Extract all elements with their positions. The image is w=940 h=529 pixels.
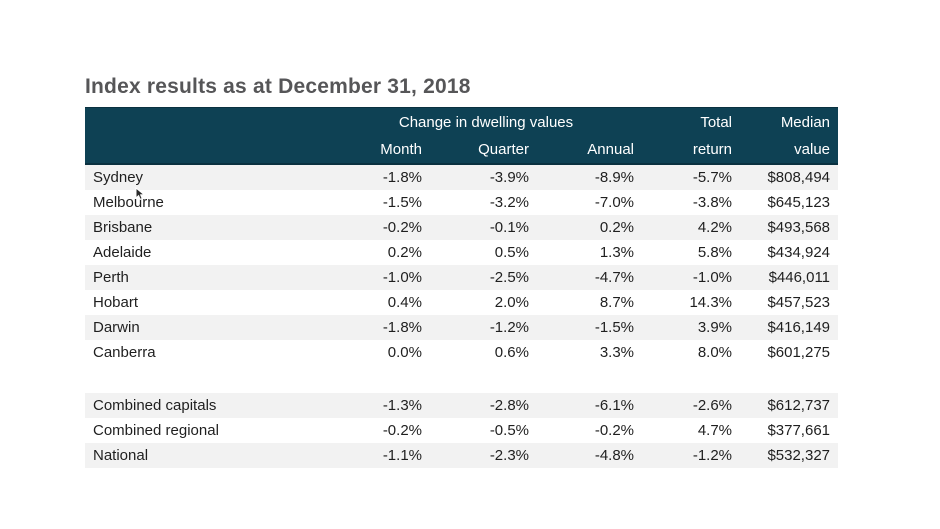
- cell-region: Combined capitals: [85, 393, 330, 418]
- cell-value: -1.2%: [642, 443, 741, 468]
- cell-value: 0.6%: [430, 340, 537, 365]
- cell-value: -2.3%: [430, 443, 537, 468]
- cell-value: $808,494: [740, 164, 839, 190]
- cell-value: -1.8%: [330, 164, 430, 190]
- cell-value: -0.2%: [537, 418, 643, 443]
- header-total-line1: Total: [642, 107, 741, 136]
- cell-value: $377,661: [740, 418, 839, 443]
- table-row: Melbourne -1.5% -3.2% -7.0% -3.8% $645,123: [85, 190, 839, 215]
- cell-value: 1.3%: [537, 240, 643, 265]
- cell-value: $493,568: [740, 215, 839, 240]
- cell-value: -4.8%: [537, 443, 643, 468]
- cell-value: -1.0%: [330, 265, 430, 290]
- cell-value: -7.0%: [537, 190, 643, 215]
- cell-region: Darwin: [85, 315, 330, 340]
- header-total-line2: return: [642, 136, 741, 165]
- table-row: Hobart 0.4% 2.0% 8.7% 14.3% $457,523: [85, 290, 839, 315]
- header-change-group: Change in dwelling values: [330, 107, 643, 136]
- cell-value: -6.1%: [537, 393, 643, 418]
- cell-value: 4.2%: [642, 215, 741, 240]
- cell-value: -1.3%: [330, 393, 430, 418]
- cell-value: 0.0%: [330, 340, 430, 365]
- cell-value: -2.5%: [430, 265, 537, 290]
- cell-value: 5.8%: [642, 240, 741, 265]
- table-row: Darwin -1.8% -1.2% -1.5% 3.9% $416,149: [85, 315, 839, 340]
- header-row-columns: Month Quarter Annual return value: [85, 136, 839, 165]
- cell-value: -1.5%: [330, 190, 430, 215]
- cell-region: Adelaide: [85, 240, 330, 265]
- cell-value: $645,123: [740, 190, 839, 215]
- cell-value: -0.1%: [430, 215, 537, 240]
- cell-value: 2.0%: [430, 290, 537, 315]
- cell-region: Melbourne: [85, 190, 330, 215]
- cell-value: 4.7%: [642, 418, 741, 443]
- cell-value: 3.9%: [642, 315, 741, 340]
- cell-value: -1.5%: [537, 315, 643, 340]
- index-results-table: Change in dwelling values Total Median M…: [85, 107, 839, 468]
- cell-value: -2.6%: [642, 393, 741, 418]
- cell-value: 8.7%: [537, 290, 643, 315]
- cell-region: Perth: [85, 265, 330, 290]
- cell-value: -3.8%: [642, 190, 741, 215]
- cell-value: 0.2%: [537, 215, 643, 240]
- cell-value: -8.9%: [537, 164, 643, 190]
- cell-region: Combined regional: [85, 418, 330, 443]
- cell-value: 14.3%: [642, 290, 741, 315]
- table-body: Sydney -1.8% -3.9% -8.9% -5.7% $808,494 Melbou…: [85, 164, 839, 468]
- spacer-cell: [85, 365, 839, 393]
- cell-value: $612,737: [740, 393, 839, 418]
- header-median-line1: Median: [740, 107, 839, 136]
- table-row: Canberra 0.0% 0.6% 3.3% 8.0% $601,275: [85, 340, 839, 365]
- header-blank-cell: [85, 136, 330, 165]
- cell-value: 0.2%: [330, 240, 430, 265]
- cell-value: -4.7%: [537, 265, 643, 290]
- header-annual: Annual: [537, 136, 643, 165]
- cell-value: -3.9%: [430, 164, 537, 190]
- table-row: Perth -1.0% -2.5% -4.7% -1.0% $446,011: [85, 265, 839, 290]
- cell-value: -1.0%: [642, 265, 741, 290]
- cell-value: -0.5%: [430, 418, 537, 443]
- page-title: Index results as at December 31, 2018: [85, 75, 471, 98]
- cell-value: $416,149: [740, 315, 839, 340]
- cell-value: -0.2%: [330, 215, 430, 240]
- header-month: Month: [330, 136, 430, 165]
- cell-value: -5.7%: [642, 164, 741, 190]
- table-header: Change in dwelling values Total Median M…: [85, 107, 839, 165]
- table-row: Adelaide 0.2% 0.5% 1.3% 5.8% $434,924: [85, 240, 839, 265]
- cell-region: Canberra: [85, 340, 330, 365]
- cell-value: -3.2%: [430, 190, 537, 215]
- cell-value: $532,327: [740, 443, 839, 468]
- cell-value: -2.8%: [430, 393, 537, 418]
- cell-value: -0.2%: [330, 418, 430, 443]
- cell-value: 8.0%: [642, 340, 741, 365]
- cell-region: Hobart: [85, 290, 330, 315]
- cell-value: 0.4%: [330, 290, 430, 315]
- cell-value: $446,011: [740, 265, 839, 290]
- header-quarter: Quarter: [430, 136, 537, 165]
- cell-value: 3.3%: [537, 340, 643, 365]
- cell-value: $434,924: [740, 240, 839, 265]
- cell-region: National: [85, 443, 330, 468]
- spacer-row: [85, 365, 839, 393]
- header-row-group: Change in dwelling values Total Median: [85, 107, 839, 136]
- table-row: Sydney -1.8% -3.9% -8.9% -5.7% $808,494: [85, 164, 839, 190]
- cell-value: -1.8%: [330, 315, 430, 340]
- header-blank-cell: [85, 107, 330, 136]
- cell-region: Sydney: [85, 164, 330, 190]
- cell-region: Brisbane: [85, 215, 330, 240]
- table-row: Brisbane -0.2% -0.1% 0.2% 4.2% $493,568: [85, 215, 839, 240]
- summary-row: National -1.1% -2.3% -4.8% -1.2% $532,327: [85, 443, 839, 468]
- cell-value: 0.5%: [430, 240, 537, 265]
- cell-value: -1.2%: [430, 315, 537, 340]
- header-median-line2: value: [740, 136, 839, 165]
- summary-row: Combined capitals -1.3% -2.8% -6.1% -2.6% $61…: [85, 393, 839, 418]
- summary-row: Combined regional -0.2% -0.5% -0.2% 4.7% $377…: [85, 418, 839, 443]
- cell-value: $457,523: [740, 290, 839, 315]
- cell-value: -1.1%: [330, 443, 430, 468]
- cell-value: $601,275: [740, 340, 839, 365]
